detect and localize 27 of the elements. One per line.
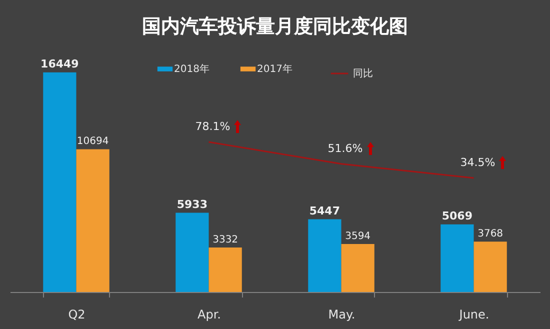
data-label: 3768 bbox=[478, 228, 504, 240]
legend-label: 同比 bbox=[353, 68, 373, 80]
data-label: 5933 bbox=[176, 198, 208, 211]
data-label: 10694 bbox=[76, 136, 109, 148]
bar bbox=[440, 224, 474, 292]
x-tick-label: Apr. bbox=[198, 308, 221, 322]
x-tick-label: Q2 bbox=[68, 308, 86, 322]
x-tick-label: June. bbox=[458, 308, 490, 322]
data-label: 16449 bbox=[40, 57, 79, 70]
legend-label: 2018年 bbox=[174, 63, 210, 75]
data-label: 3594 bbox=[345, 231, 371, 242]
bar bbox=[176, 212, 209, 292]
chart-title: 国内汽车投诉量月度同比变化图 bbox=[142, 15, 408, 38]
data-label: 78.1% bbox=[195, 120, 230, 133]
bar bbox=[341, 244, 374, 292]
x-tick-label: May. bbox=[328, 308, 356, 322]
bar bbox=[76, 149, 110, 292]
data-label: 5069 bbox=[442, 209, 472, 222]
bar bbox=[308, 219, 342, 292]
data-label: 51.6% bbox=[328, 142, 363, 155]
bar bbox=[43, 72, 76, 292]
legend-label: 2017年 bbox=[257, 63, 292, 75]
data-label: 5447 bbox=[309, 204, 340, 218]
data-label: 3332 bbox=[212, 234, 238, 246]
data-label: 34.5% bbox=[460, 156, 496, 169]
bar bbox=[208, 248, 242, 292]
bar bbox=[474, 242, 507, 292]
